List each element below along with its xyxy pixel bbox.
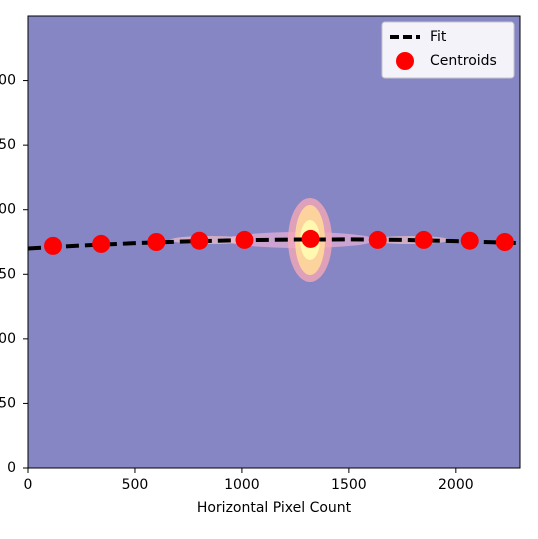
centroid	[301, 229, 320, 248]
x-tick-label: 1000	[224, 477, 260, 493]
legend-box	[381, 21, 515, 79]
y-tick-label: 150	[0, 266, 16, 282]
centroid	[92, 234, 111, 253]
x-tick-label: 2000	[438, 477, 474, 493]
centroid	[495, 233, 514, 251]
centroid	[44, 236, 63, 255]
centroid	[147, 233, 166, 251]
y-tick-label: 200	[0, 202, 16, 218]
centroid	[460, 231, 479, 250]
y-tick-label: 250	[0, 137, 16, 153]
x-tick-label: 500	[122, 477, 149, 493]
legend-label: Centroids	[430, 53, 497, 69]
x-tick-label: 0	[24, 477, 33, 493]
centroid	[414, 230, 433, 249]
centroid	[190, 231, 209, 250]
legend-swatch	[396, 52, 414, 70]
x-axis-label: Horizontal Pixel Count	[197, 500, 352, 516]
legend-label: Fit	[430, 29, 447, 45]
centroid	[235, 230, 254, 249]
y-tick-label: 0	[7, 460, 16, 476]
y-tick-label: 300	[0, 73, 16, 89]
y-tick-label: 50	[0, 395, 16, 411]
plot-frame	[27, 15, 521, 469]
x-tick-label: 1500	[331, 477, 367, 493]
centroid	[368, 230, 387, 249]
y-tick-label: 100	[0, 331, 16, 347]
